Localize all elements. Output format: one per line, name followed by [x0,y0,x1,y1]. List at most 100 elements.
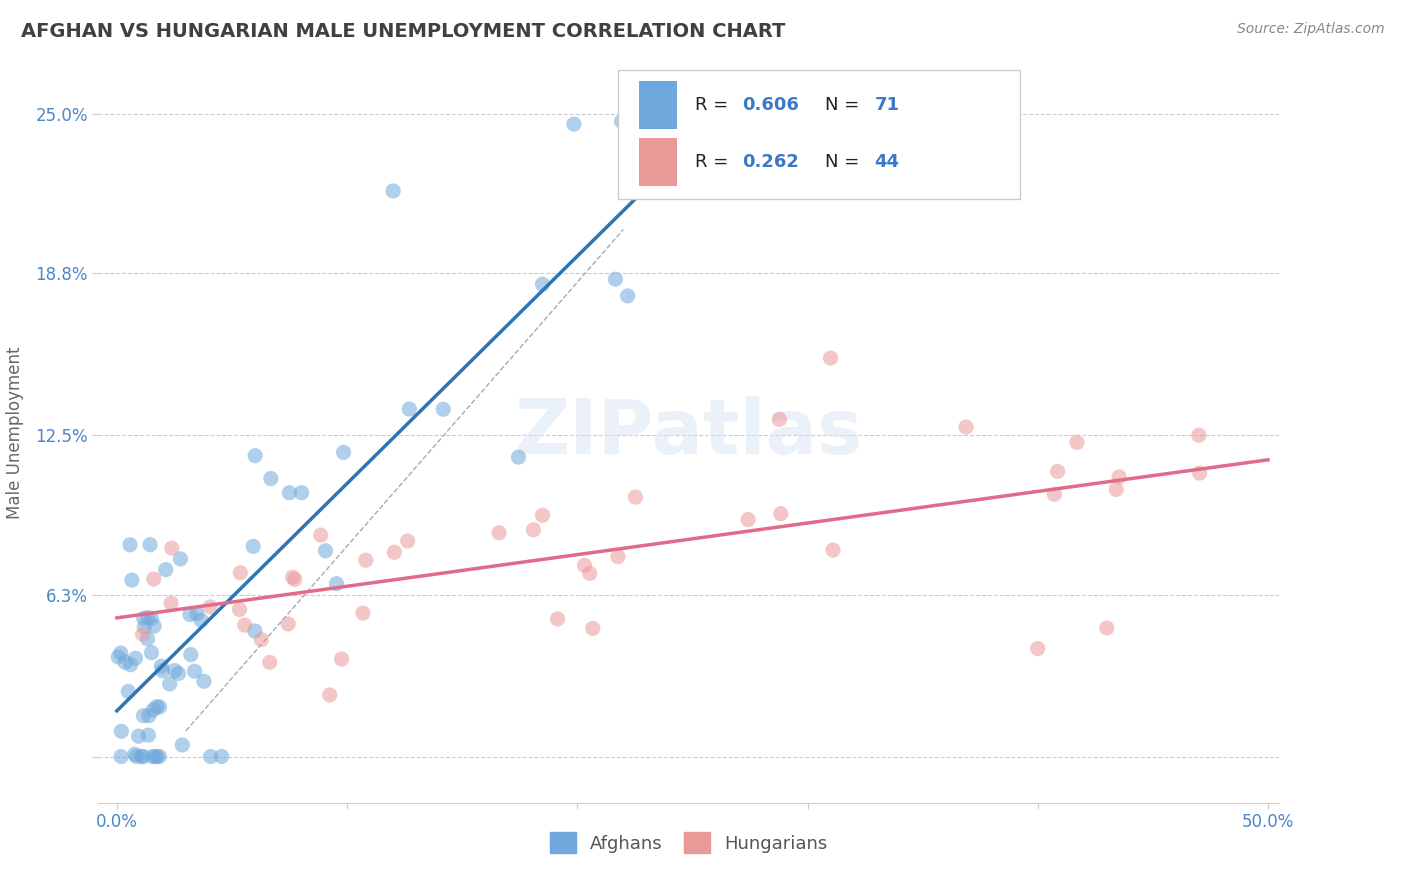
Point [233,618,256,632]
Point [128,729,150,743]
Point [607,549,630,564]
Text: 44: 44 [875,153,900,171]
Legend: Afghans, Hungarians: Afghans, Hungarians [543,825,835,861]
Point [118,538,141,552]
Point [281,570,304,584]
Point [141,749,163,764]
Point [1066,435,1088,450]
Point [522,523,544,537]
Point [142,572,165,586]
Point [169,552,191,566]
Text: Source: ZipAtlas.com: Source: ZipAtlas.com [1237,22,1385,37]
Point [432,402,454,417]
Point [228,602,250,616]
Point [259,656,281,670]
Point [172,738,194,752]
Point [117,684,139,698]
Text: 71: 71 [875,96,900,114]
Point [1095,621,1118,635]
Point [582,622,605,636]
Point [141,646,163,660]
Point [143,619,166,633]
Point [190,613,212,627]
Point [284,573,307,587]
Point [136,610,159,624]
Point [148,749,170,764]
Point [124,651,146,665]
Point [131,627,153,641]
Point [610,114,633,128]
Text: N =: N = [825,96,865,114]
Point [110,749,132,764]
Point [250,632,273,647]
Text: R =: R = [695,96,734,114]
Point [531,508,554,523]
Point [136,632,159,646]
Point [229,566,252,580]
Point [110,646,132,660]
Point [547,612,569,626]
Point [823,543,845,558]
Point [132,611,155,625]
Point [616,289,638,303]
Point [243,624,266,638]
Point [314,543,336,558]
Point [488,525,510,540]
Point [332,445,354,459]
Point [186,607,208,621]
Point [1188,466,1211,480]
Point [734,184,756,198]
Point [319,688,342,702]
Point [325,576,347,591]
Point [768,412,790,426]
Point [382,184,405,198]
Point [1026,641,1049,656]
Point [242,539,264,553]
Point [396,534,419,549]
Point [278,485,301,500]
Point [148,700,170,714]
Text: ZIPatlas: ZIPatlas [515,396,863,469]
Point [820,351,842,365]
Point [1046,464,1069,478]
Point [124,747,146,762]
Point [146,749,169,764]
Text: N =: N = [825,153,865,171]
FancyBboxPatch shape [619,70,1019,200]
Point [138,708,160,723]
Point [160,596,183,610]
Bar [640,138,678,186]
Point [179,607,201,622]
Point [139,538,162,552]
Point [681,81,703,95]
Point [155,563,177,577]
Point [725,127,748,141]
Point [508,450,530,465]
Point [562,117,585,131]
Point [159,677,181,691]
Point [110,724,132,739]
Point [131,749,153,764]
Point [142,703,165,717]
Text: 0.606: 0.606 [742,96,799,114]
Point [145,749,167,764]
Point [605,272,627,286]
Point [1043,487,1066,501]
Point [1188,428,1211,442]
Point [183,664,205,678]
Point [769,507,792,521]
Point [678,81,700,95]
Point [309,528,332,542]
Point [198,599,221,614]
Point [163,664,186,678]
Point [107,650,129,665]
Point [152,664,174,678]
Text: R =: R = [695,153,734,171]
Point [330,652,353,666]
Point [578,566,600,581]
Point [141,611,163,625]
Point [125,749,148,764]
Point [243,449,266,463]
Point [134,620,156,634]
Text: 0.262: 0.262 [742,153,799,171]
